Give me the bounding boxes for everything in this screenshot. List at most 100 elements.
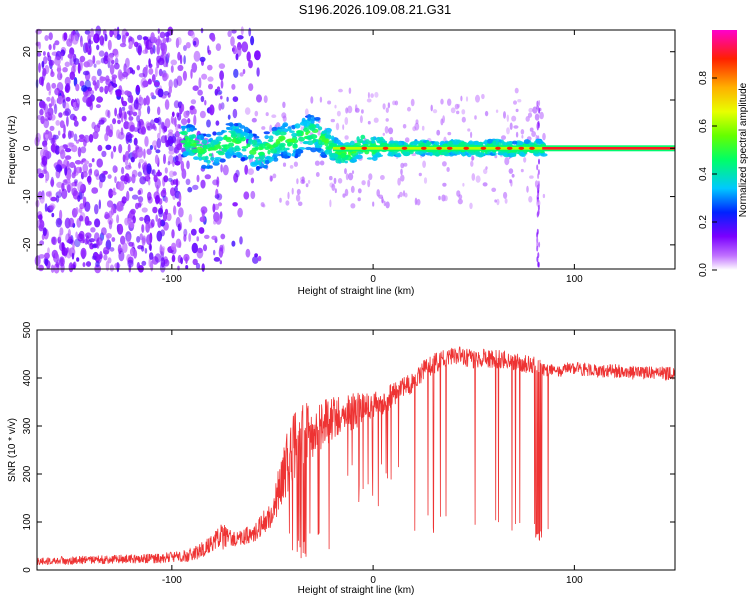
noise-blob bbox=[242, 69, 246, 74]
faint-blob bbox=[442, 161, 447, 167]
noise-blob bbox=[227, 30, 232, 37]
faint-blob bbox=[331, 183, 336, 191]
noise-blob bbox=[101, 150, 107, 158]
ridge-blob bbox=[278, 135, 286, 141]
ridge-blob bbox=[484, 139, 488, 145]
ridge-blob bbox=[193, 156, 200, 161]
ridge-blob bbox=[309, 134, 318, 140]
ridge-blob bbox=[452, 139, 460, 145]
noise-blob bbox=[137, 189, 142, 195]
faint-blob bbox=[296, 178, 299, 185]
ridge-blob bbox=[299, 121, 307, 126]
ridge-blob bbox=[492, 140, 497, 146]
noise-blob bbox=[82, 171, 88, 178]
noise-blob bbox=[91, 255, 97, 260]
noise-blob bbox=[121, 71, 129, 78]
heatmap-y-axis-label: Frequency (Hz) bbox=[7, 116, 18, 185]
noise-blob bbox=[232, 45, 237, 55]
noise-blob bbox=[166, 52, 171, 59]
noise-blob bbox=[164, 196, 169, 203]
ridge-blob bbox=[429, 151, 433, 157]
noise-blob bbox=[51, 236, 56, 245]
noise-blob bbox=[48, 59, 55, 66]
ridge-blob bbox=[228, 122, 234, 127]
noise-blob bbox=[128, 176, 132, 182]
noise-blob bbox=[236, 35, 244, 40]
noise-blob bbox=[118, 144, 123, 154]
noise-blob bbox=[141, 260, 147, 266]
noise-blob bbox=[182, 70, 187, 81]
noise-blob bbox=[146, 163, 152, 175]
spike-blob bbox=[536, 256, 539, 263]
noise-blob bbox=[159, 31, 166, 39]
carrier-core bbox=[332, 146, 675, 150]
faint-blob bbox=[436, 129, 441, 136]
noise-blob bbox=[37, 214, 43, 220]
faint-blob bbox=[357, 197, 361, 202]
noise-blob bbox=[149, 145, 153, 150]
faint-blob bbox=[337, 178, 343, 184]
noise-blob bbox=[103, 29, 107, 36]
noise-blob bbox=[215, 216, 222, 225]
noise-blob bbox=[192, 258, 198, 266]
faint-blob bbox=[461, 116, 466, 123]
noise-blob bbox=[88, 134, 94, 143]
ridge-blob bbox=[232, 155, 237, 158]
ridge-blob bbox=[226, 126, 230, 130]
noise-blob bbox=[127, 143, 131, 153]
noise-blob bbox=[60, 52, 64, 61]
noise-blob bbox=[64, 148, 72, 153]
noise-blob bbox=[80, 247, 87, 259]
noise-blob bbox=[57, 95, 63, 105]
noise-blob bbox=[73, 120, 79, 127]
noise-blob bbox=[239, 72, 244, 77]
noise-blob bbox=[99, 86, 104, 93]
ridge-blob bbox=[273, 157, 279, 162]
noise-blob bbox=[116, 129, 121, 139]
noise-blob bbox=[124, 157, 129, 166]
ridge-blob bbox=[287, 142, 292, 147]
noise-blob bbox=[179, 222, 183, 230]
noise-blob bbox=[60, 263, 65, 273]
noise-blob bbox=[79, 190, 83, 200]
noise-blob bbox=[230, 36, 235, 47]
faint-blob bbox=[520, 129, 525, 135]
faint-blob bbox=[368, 173, 373, 181]
noise-blob bbox=[84, 215, 90, 226]
ridge-blob bbox=[286, 138, 294, 143]
ridge-blob bbox=[249, 149, 257, 155]
noise-blob bbox=[218, 247, 224, 258]
ridge-blob bbox=[268, 135, 274, 140]
noise-blob bbox=[128, 41, 133, 49]
noise-blob bbox=[48, 32, 53, 41]
faint-blob bbox=[527, 112, 533, 118]
noise-blob bbox=[147, 191, 152, 201]
faint-blob bbox=[344, 135, 349, 140]
ridge-blob bbox=[291, 132, 297, 137]
faint-blob bbox=[307, 179, 311, 184]
noise-blob bbox=[138, 108, 142, 117]
noise-blob bbox=[75, 83, 80, 92]
noise-blob bbox=[128, 241, 134, 247]
noise-blob bbox=[121, 96, 124, 105]
noise-blob bbox=[64, 108, 71, 116]
noise-blob bbox=[82, 163, 88, 173]
noise-blob bbox=[156, 138, 162, 149]
noise-blob bbox=[55, 261, 60, 268]
faint-blob bbox=[509, 122, 513, 130]
noise-blob bbox=[148, 178, 151, 186]
figure-title: S196.2026.109.08.21.G31 bbox=[299, 2, 452, 17]
noise-blob bbox=[191, 62, 198, 73]
noise-blob bbox=[68, 262, 74, 273]
faint-blob bbox=[482, 182, 488, 187]
faint-blob bbox=[380, 175, 385, 180]
noise-blob bbox=[142, 235, 146, 244]
ridge-blob bbox=[340, 158, 346, 163]
noise-blob bbox=[113, 28, 118, 34]
ridge-blob bbox=[294, 153, 299, 158]
faint-blob bbox=[272, 173, 277, 179]
ridge-blob bbox=[349, 140, 355, 147]
noise-blob bbox=[137, 171, 142, 177]
ridge-blob bbox=[302, 141, 309, 145]
noise-blob bbox=[150, 260, 154, 272]
